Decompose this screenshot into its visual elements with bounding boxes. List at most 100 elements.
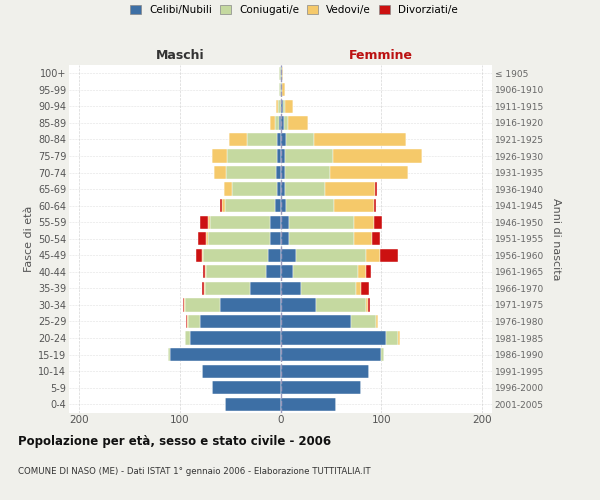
Bar — [281, 298, 316, 312]
Bar — [277, 133, 281, 146]
Bar — [227, 150, 277, 162]
Bar — [368, 298, 370, 312]
Bar — [277, 166, 281, 179]
Bar — [316, 298, 366, 312]
Bar — [356, 282, 361, 295]
Bar — [225, 199, 275, 212]
Y-axis label: Fasce di età: Fasce di età — [23, 206, 34, 272]
Text: Femmine: Femmine — [349, 48, 413, 62]
Bar — [284, 166, 330, 179]
Legend: Celibi/Nubili, Coniugati/e, Vedovi/e, Divorziati/e: Celibi/Nubili, Coniugati/e, Vedovi/e, Di… — [128, 2, 460, 17]
Bar — [212, 150, 227, 162]
Bar — [170, 348, 281, 361]
Bar — [226, 166, 277, 179]
Bar — [280, 66, 281, 80]
Bar — [271, 232, 281, 245]
Bar — [185, 332, 190, 344]
Bar — [361, 282, 369, 295]
Bar — [220, 199, 222, 212]
Bar — [334, 199, 374, 212]
Bar — [202, 282, 204, 295]
Bar — [281, 83, 284, 96]
Bar — [351, 315, 376, 328]
Bar — [266, 265, 281, 278]
Bar — [206, 265, 266, 278]
Bar — [206, 232, 208, 245]
Bar — [281, 116, 284, 130]
Bar — [271, 216, 281, 229]
Text: Maschi: Maschi — [155, 48, 204, 62]
Bar — [196, 248, 202, 262]
Bar — [380, 248, 398, 262]
Bar — [250, 282, 281, 295]
Bar — [188, 315, 200, 328]
Bar — [203, 265, 205, 278]
Bar — [281, 381, 361, 394]
Bar — [247, 133, 277, 146]
Text: COMUNE DI NASO (ME) - Dati ISTAT 1° gennaio 2006 - Elaborazione TUTTITALIA.IT: COMUNE DI NASO (ME) - Dati ISTAT 1° genn… — [18, 468, 371, 476]
Bar — [186, 315, 187, 328]
Bar — [281, 166, 284, 179]
Bar — [203, 248, 268, 262]
Bar — [225, 398, 281, 411]
Bar — [277, 182, 281, 196]
Bar — [325, 182, 375, 196]
Bar — [386, 332, 398, 344]
Bar — [187, 315, 188, 328]
Bar — [278, 100, 281, 113]
Bar — [185, 298, 220, 312]
Bar — [281, 332, 386, 344]
Bar — [358, 265, 366, 278]
Bar — [287, 116, 308, 130]
Bar — [271, 116, 275, 130]
Bar — [284, 116, 287, 130]
Bar — [281, 66, 283, 80]
Bar — [281, 216, 289, 229]
Bar — [314, 133, 406, 146]
Bar — [200, 315, 281, 328]
Bar — [204, 282, 205, 295]
Bar — [281, 100, 283, 113]
Bar — [277, 150, 281, 162]
Bar — [284, 150, 333, 162]
Bar — [354, 232, 372, 245]
Bar — [202, 248, 203, 262]
Bar — [281, 182, 284, 196]
Bar — [281, 364, 369, 378]
Bar — [289, 216, 354, 229]
Bar — [281, 248, 296, 262]
Bar — [333, 150, 421, 162]
Bar — [198, 232, 206, 245]
Bar — [281, 199, 286, 212]
Bar — [202, 364, 281, 378]
Bar — [190, 332, 281, 344]
Bar — [224, 182, 232, 196]
Bar — [212, 381, 281, 394]
Bar — [374, 216, 382, 229]
Bar — [277, 100, 278, 113]
Bar — [281, 265, 293, 278]
Bar — [375, 182, 377, 196]
Bar — [222, 199, 225, 212]
Y-axis label: Anni di nascita: Anni di nascita — [551, 198, 561, 280]
Bar — [286, 199, 334, 212]
Bar — [301, 282, 356, 295]
Bar — [283, 100, 284, 113]
Bar — [281, 282, 301, 295]
Bar — [281, 315, 351, 328]
Bar — [284, 100, 293, 113]
Bar — [205, 282, 250, 295]
Bar — [281, 348, 381, 361]
Bar — [214, 166, 226, 179]
Bar — [366, 265, 371, 278]
Bar — [374, 199, 376, 212]
Bar — [366, 248, 380, 262]
Bar — [268, 248, 281, 262]
Bar — [280, 116, 281, 130]
Bar — [280, 83, 281, 96]
Bar — [205, 265, 206, 278]
Bar — [281, 150, 284, 162]
Bar — [281, 232, 289, 245]
Bar — [275, 116, 280, 130]
Bar — [366, 298, 368, 312]
